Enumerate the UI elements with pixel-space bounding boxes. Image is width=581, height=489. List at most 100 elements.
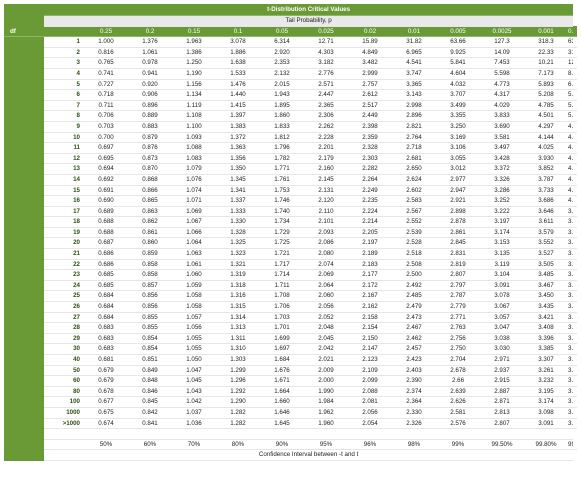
critical-value-cell: 4.073 — [568, 185, 574, 197]
df-cell: 2 — [44, 47, 84, 59]
side-band — [4, 396, 44, 408]
spacer-cell — [573, 418, 577, 430]
table-row: 60 0.679 0.848 1.045 1.296 1.671 2.000 2.099 2.3… — [4, 375, 577, 387]
critical-value-cell: 3.467 — [524, 280, 568, 292]
side-band — [4, 259, 44, 271]
critical-value-cell: 4.849 — [348, 47, 392, 59]
critical-value-cell: 0.674 — [84, 418, 128, 430]
spacer-cell — [573, 248, 577, 260]
critical-value-cell: 3.135 — [480, 248, 524, 260]
table-row: 5 0.727 0.920 1.156 1.476 2.015 2.571 2.757 3.36… — [4, 79, 577, 91]
df-cell: 17 — [44, 206, 84, 218]
critical-value-cell: 2.757 — [348, 79, 392, 91]
critical-value-cell: 1.190 — [172, 68, 216, 80]
critical-value-cell: 1.042 — [172, 396, 216, 408]
critical-value-cell: 0.689 — [84, 206, 128, 218]
critical-value-cell: 0.675 — [84, 407, 128, 419]
critical-value-cell: 2.998 — [392, 100, 436, 112]
critical-value-cell: 0.868 — [128, 174, 172, 186]
critical-value-cell: 3.833 — [480, 110, 524, 122]
critical-value-cell: 1.076 — [172, 174, 216, 186]
t-distribution-table: t-Distribution Critical Values Tail Prob… — [4, 4, 577, 461]
critical-value-cell: 2.120 — [304, 195, 348, 207]
side-band — [4, 47, 44, 59]
side-band — [4, 15, 44, 27]
critical-value-cell: 0.876 — [128, 142, 172, 154]
critical-value-cell: 2.447 — [304, 89, 348, 101]
critical-value-cell: 1.074 — [172, 185, 216, 197]
side-band — [4, 153, 44, 165]
critical-value-cell: 0.697 — [84, 142, 128, 154]
df-cell: 9 — [44, 121, 84, 133]
side-band — [4, 100, 44, 112]
critical-value-cell: 3.055 — [436, 153, 480, 165]
critical-value-cell: 1.063 — [172, 248, 216, 260]
critical-value-cell: 0.858 — [128, 269, 172, 281]
critical-value-cell: 2.552 — [392, 216, 436, 228]
critical-value-cell: 1.060 — [172, 269, 216, 281]
critical-value-cell: 0.678 — [84, 386, 128, 398]
critical-value-cell: 2.101 — [304, 216, 348, 228]
critical-value-cell: 1.833 — [260, 121, 304, 133]
critical-value-cell: 1.079 — [172, 163, 216, 175]
critical-value-cell: 3.787 — [524, 174, 568, 186]
df-cell: 20 — [44, 237, 84, 250]
spacer-row — [4, 428, 577, 440]
critical-value-cell: 2.328 — [348, 142, 392, 154]
critical-value-cell: 2.110 — [304, 206, 348, 218]
critical-value-cell: 3.922 — [568, 216, 574, 228]
critical-value-cell: 1.725 — [260, 237, 304, 250]
df-cell: 12 — [44, 153, 84, 165]
critical-value-cell: 0.692 — [84, 174, 128, 186]
table-row: 19 0.688 0.861 1.066 1.328 1.729 2.093 2.205 2.5… — [4, 227, 577, 239]
critical-value-cell: 2.205 — [348, 227, 392, 239]
df-cell: 4 — [44, 68, 84, 80]
table-row: 22 0.686 0.858 1.061 1.321 1.717 2.074 2.183 2.5… — [4, 259, 577, 271]
critical-value-cell: 5.959 — [568, 89, 574, 101]
critical-value-cell: 1.386 — [172, 47, 216, 59]
critical-value-cell: 3.690 — [568, 312, 574, 324]
critical-value-cell: 2.718 — [392, 142, 436, 154]
critical-value-cell: 2.081 — [348, 396, 392, 408]
critical-value-cell: 3.792 — [568, 259, 574, 271]
side-band — [4, 216, 44, 228]
critical-value-cell: 3.852 — [524, 163, 568, 175]
critical-value-cell: 3.611 — [524, 216, 568, 228]
critical-value-cell: 2.197 — [348, 237, 392, 250]
critical-value-cell: 1.383 — [216, 121, 260, 133]
critical-value-cell: 0.845 — [128, 396, 172, 408]
spacer-cell — [573, 269, 577, 281]
critical-value-cell: 0.741 — [84, 68, 128, 80]
critical-value-cell: 2.154 — [348, 322, 392, 334]
df-cell: >1000 — [44, 418, 84, 430]
critical-value-cell: 2.353 — [260, 57, 304, 69]
critical-value-cell: 0.694 — [84, 163, 128, 175]
critical-value-cell: 0.681 — [84, 354, 128, 366]
critical-value-cell: 3.307 — [524, 354, 568, 366]
critical-value-cell: 1.676 — [260, 365, 304, 377]
critical-value-cell: 1.697 — [260, 343, 304, 355]
critical-value-cell: 2.228 — [304, 132, 348, 144]
critical-value-cell: 63.66 — [436, 36, 480, 48]
critical-value-cell: 0.816 — [84, 47, 128, 59]
critical-value-cell: 2.915 — [480, 375, 524, 387]
critical-value-cell: 1.333 — [216, 206, 260, 218]
critical-value-cell: 0.849 — [128, 365, 172, 377]
critical-value-cell: 1.701 — [260, 322, 304, 334]
critical-value-cell: 2.109 — [348, 365, 392, 377]
spacer-cell — [573, 153, 577, 165]
side-band — [4, 248, 44, 260]
critical-value-cell: 0.848 — [128, 375, 172, 387]
table-row: 20 0.687 0.860 1.064 1.325 1.725 2.086 2.197 2.5… — [4, 237, 577, 250]
p-header: 0.01 — [392, 26, 436, 38]
critical-value-cell: 2.898 — [436, 206, 480, 218]
critical-value-cell: 0.851 — [128, 354, 172, 366]
table-row: 24 0.685 0.857 1.059 1.318 1.711 2.064 2.172 2.4… — [4, 280, 577, 292]
critical-value-cell: 0.706 — [84, 110, 128, 122]
critical-value-cell: 2.896 — [392, 110, 436, 122]
critical-value-cell: 2.756 — [436, 333, 480, 345]
critical-value-cell: 2.779 — [436, 301, 480, 313]
critical-value-cell: 0.856 — [128, 290, 172, 303]
critical-value-cell: 1.746 — [260, 195, 304, 207]
critical-value-cell: 1.290 — [216, 396, 260, 408]
